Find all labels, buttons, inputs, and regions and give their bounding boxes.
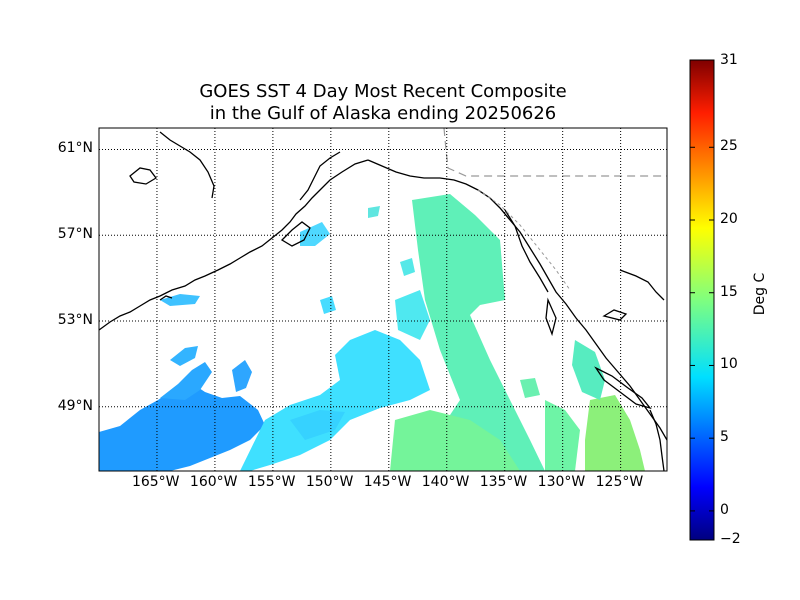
lon-tick-label: 135°W xyxy=(479,474,528,490)
coastline-alaska-peninsula xyxy=(99,159,369,331)
map-frame xyxy=(98,127,668,472)
lon-tick-label: 140°W xyxy=(421,474,470,490)
sst-patch-blue-c xyxy=(170,346,198,366)
sst-patch-sw-blue xyxy=(99,382,265,471)
coastline-bc-lake xyxy=(602,309,628,321)
colorbar-tick-label: 25 xyxy=(720,138,738,155)
sst-patch-small-4 xyxy=(520,378,540,398)
border-panhandle xyxy=(477,189,571,291)
lon-tick-label: 165°W xyxy=(131,474,180,490)
sst-patch-green-coast xyxy=(585,395,645,471)
lat-tick-label: 57°N xyxy=(57,226,93,243)
sst-patch-green-2 xyxy=(390,410,520,471)
coastline-gulf-north xyxy=(367,159,667,441)
coastline xyxy=(99,131,667,471)
coastline-cook-inlet xyxy=(299,151,341,201)
lat-tick-label: 49°N xyxy=(57,397,93,414)
sst-patch-central-cyan xyxy=(240,330,430,471)
coastline-aleutian-1 xyxy=(159,295,173,301)
colorbar-tick-label: −2 xyxy=(720,531,741,547)
lon-tick-label: 125°W xyxy=(595,474,644,490)
lon-tick-label: 145°W xyxy=(363,474,412,490)
colorbar-tick-label: 31 xyxy=(720,52,738,68)
map-title-line2: in the Gulf of Alaska ending 20250626 xyxy=(209,103,557,124)
sst-patch-small-3 xyxy=(320,296,336,314)
coastline-vancouver-island xyxy=(594,366,652,410)
sst-patch-green-band xyxy=(412,194,545,471)
coastline-haida-gwaii xyxy=(545,297,557,337)
colorbar-axis-label: Deg C xyxy=(752,272,768,316)
sst-patch-nw-cyan xyxy=(300,222,330,246)
colorbar-tick-label: 5 xyxy=(720,429,729,446)
sst-patch-cyan-2 xyxy=(290,410,345,440)
sst-patch-green-3 xyxy=(545,400,580,471)
lat-tick-label: 53°N xyxy=(57,311,93,328)
colorbar-tick-label: 0 xyxy=(720,501,729,518)
coastline-kodiak xyxy=(280,221,311,247)
colorbar-tick-label: 15 xyxy=(720,283,738,300)
sst-patch-cyan-3 xyxy=(395,290,430,340)
gridlines xyxy=(99,128,667,471)
colorbar-frame xyxy=(689,59,715,541)
sst-patch-blue-d xyxy=(232,360,252,392)
map-area xyxy=(98,127,668,472)
map-title-line1: GOES SST 4 Day Most Recent Composite xyxy=(199,81,567,102)
colorbar-gradient xyxy=(690,60,714,540)
sst-patch-coast-bc xyxy=(572,340,605,400)
coastline-bc-inland xyxy=(619,269,665,301)
lon-tick-label: 130°W xyxy=(537,474,586,490)
colorbar-tick-label: 10 xyxy=(720,356,738,373)
colorbar-ticks xyxy=(690,59,714,541)
lon-tick-label: 155°W xyxy=(247,474,296,490)
lat-tick-label: 61°N xyxy=(57,140,93,157)
colorbar-tick-label: 20 xyxy=(720,211,738,227)
sst-field xyxy=(99,194,645,471)
sst-patch-small-2 xyxy=(400,258,415,276)
coastline-bristol-bay xyxy=(129,167,157,185)
coastline-panhandle-islands xyxy=(504,209,549,293)
coastline-west-shore xyxy=(159,131,215,199)
colorbar xyxy=(689,59,715,541)
sst-patch-small-1 xyxy=(368,206,380,218)
lon-tick-label: 160°W xyxy=(189,474,238,490)
coastline-washington xyxy=(649,409,665,471)
lon-tick-label: 150°W xyxy=(305,474,354,490)
sst-patch-sw-blue2 xyxy=(160,362,212,400)
